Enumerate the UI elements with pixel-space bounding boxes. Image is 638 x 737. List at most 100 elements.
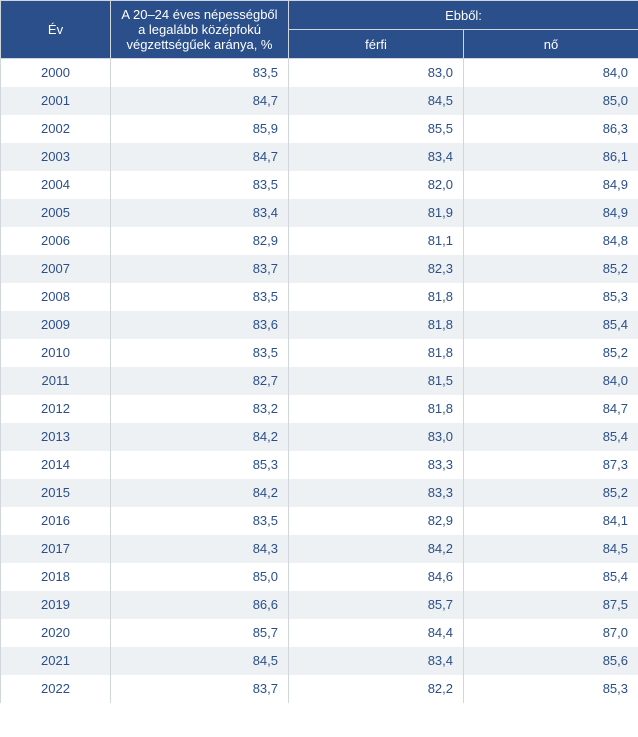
cell-female: 85,0 (464, 87, 638, 115)
cell-male: 85,5 (289, 115, 464, 143)
cell-male: 81,8 (289, 395, 464, 423)
cell-share: 82,9 (111, 227, 289, 255)
cell-female: 87,0 (464, 619, 638, 647)
cell-female: 86,3 (464, 115, 638, 143)
cell-male: 82,2 (289, 675, 464, 703)
header-share: A 20–24 éves népességből a legalább közé… (111, 1, 289, 59)
cell-female: 84,9 (464, 199, 638, 227)
education-table: Év A 20–24 éves népességből a legalább k… (0, 0, 638, 703)
cell-share: 83,5 (111, 59, 289, 87)
cell-year: 2021 (1, 647, 111, 675)
cell-share: 83,5 (111, 171, 289, 199)
table-row: 202283,782,285,3 (1, 675, 638, 703)
table-row: 200184,784,585,0 (1, 87, 638, 115)
cell-male: 84,6 (289, 563, 464, 591)
cell-year: 2004 (1, 171, 111, 199)
cell-female: 84,1 (464, 507, 638, 535)
table-row: 200583,481,984,9 (1, 199, 638, 227)
cell-female: 85,4 (464, 311, 638, 339)
table-row: 201283,281,884,7 (1, 395, 638, 423)
table-row: 201784,384,284,5 (1, 535, 638, 563)
cell-year: 2018 (1, 563, 111, 591)
cell-male: 84,5 (289, 87, 464, 115)
table-row: 200883,581,885,3 (1, 283, 638, 311)
cell-year: 2009 (1, 311, 111, 339)
cell-share: 83,5 (111, 283, 289, 311)
cell-male: 85,7 (289, 591, 464, 619)
cell-female: 84,8 (464, 227, 638, 255)
cell-share: 83,7 (111, 675, 289, 703)
table-row: 200285,985,586,3 (1, 115, 638, 143)
cell-year: 2005 (1, 199, 111, 227)
cell-year: 2003 (1, 143, 111, 171)
table-row: 200682,981,184,8 (1, 227, 638, 255)
cell-female: 84,5 (464, 535, 638, 563)
table-body: 200083,583,084,0200184,784,585,0200285,9… (1, 59, 638, 703)
cell-female: 85,4 (464, 563, 638, 591)
cell-share: 83,4 (111, 199, 289, 227)
cell-female: 87,3 (464, 451, 638, 479)
cell-share: 83,6 (111, 311, 289, 339)
cell-share: 83,2 (111, 395, 289, 423)
cell-share: 85,9 (111, 115, 289, 143)
table-row: 201182,781,584,0 (1, 367, 638, 395)
table-row: 200384,783,486,1 (1, 143, 638, 171)
cell-female: 84,9 (464, 171, 638, 199)
cell-male: 81,8 (289, 283, 464, 311)
cell-male: 83,0 (289, 423, 464, 451)
cell-share: 82,7 (111, 367, 289, 395)
cell-female: 84,7 (464, 395, 638, 423)
cell-year: 2017 (1, 535, 111, 563)
cell-male: 83,3 (289, 479, 464, 507)
cell-female: 85,4 (464, 423, 638, 451)
table-row: 200983,681,885,4 (1, 311, 638, 339)
cell-share: 85,3 (111, 451, 289, 479)
cell-male: 81,5 (289, 367, 464, 395)
header-female: nő (464, 30, 638, 59)
cell-share: 84,3 (111, 535, 289, 563)
cell-share: 86,6 (111, 591, 289, 619)
cell-share: 84,7 (111, 143, 289, 171)
cell-female: 87,5 (464, 591, 638, 619)
cell-year: 2007 (1, 255, 111, 283)
cell-year: 2014 (1, 451, 111, 479)
header-year: Év (1, 1, 111, 59)
cell-female: 86,1 (464, 143, 638, 171)
cell-male: 84,2 (289, 535, 464, 563)
table-row: 201683,582,984,1 (1, 507, 638, 535)
cell-male: 81,8 (289, 339, 464, 367)
cell-male: 81,1 (289, 227, 464, 255)
cell-year: 2011 (1, 367, 111, 395)
table-row: 201083,581,885,2 (1, 339, 638, 367)
cell-year: 2022 (1, 675, 111, 703)
cell-male: 81,9 (289, 199, 464, 227)
cell-share: 83,5 (111, 339, 289, 367)
cell-share: 84,7 (111, 87, 289, 115)
cell-female: 84,0 (464, 59, 638, 87)
table-header: Év A 20–24 éves népességből a legalább k… (1, 1, 638, 59)
header-ofwhich: Ebből: (289, 1, 638, 30)
cell-year: 2010 (1, 339, 111, 367)
table-row: 201986,685,787,5 (1, 591, 638, 619)
cell-female: 85,2 (464, 479, 638, 507)
cell-male: 82,9 (289, 507, 464, 535)
cell-female: 84,0 (464, 367, 638, 395)
cell-year: 2012 (1, 395, 111, 423)
cell-male: 83,4 (289, 647, 464, 675)
cell-year: 2001 (1, 87, 111, 115)
cell-male: 82,0 (289, 171, 464, 199)
cell-year: 2013 (1, 423, 111, 451)
cell-male: 81,8 (289, 311, 464, 339)
cell-share: 84,2 (111, 479, 289, 507)
cell-male: 83,0 (289, 59, 464, 87)
cell-share: 83,5 (111, 507, 289, 535)
table-row: 201485,383,387,3 (1, 451, 638, 479)
cell-year: 2015 (1, 479, 111, 507)
cell-female: 85,2 (464, 339, 638, 367)
table-row: 202184,583,485,6 (1, 647, 638, 675)
cell-year: 2002 (1, 115, 111, 143)
cell-year: 2006 (1, 227, 111, 255)
table-row: 201384,283,085,4 (1, 423, 638, 451)
cell-male: 83,4 (289, 143, 464, 171)
cell-female: 85,3 (464, 283, 638, 311)
